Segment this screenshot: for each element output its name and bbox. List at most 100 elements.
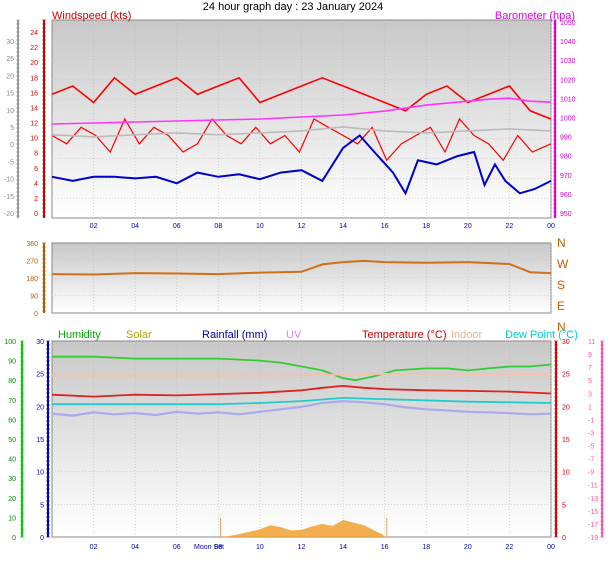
humidity-axis-tick: 100: [4, 339, 16, 346]
temperature-trace-line: [51, 126, 552, 138]
temperature-inner-axis-tick: -7: [588, 457, 594, 464]
temperature-panel-legend: Humidity: [58, 329, 101, 341]
temperature-line: [51, 384, 552, 398]
wind-panel-x-tick: 18: [422, 223, 430, 230]
humidity-axis-tick: 50: [8, 437, 16, 444]
wind-panel-x-tick: 04: [131, 223, 139, 230]
windspeed-axis-tick: 2: [34, 196, 38, 203]
direction-axis-tick: 270: [26, 259, 38, 266]
temperature-inner-axis-tick: -15: [588, 509, 598, 516]
windspeed-axis-tick: 14: [30, 105, 38, 112]
humidity-axis-tick: 70: [8, 398, 16, 405]
barometer-axis-tick: 1050: [560, 20, 576, 27]
temperature-inner-axis-tick: 1: [588, 404, 592, 411]
windspeed-axis-tick: 0: [34, 211, 38, 218]
humidity-axis-tick: 40: [8, 457, 16, 464]
humidity-axis-tick: 60: [8, 417, 16, 424]
dew-point-line: [52, 396, 552, 406]
temperature-outer-axis-tick: 20: [562, 404, 570, 411]
temperature-panel-legend: UV: [286, 329, 302, 341]
rainfall-axis-tick: 0: [40, 535, 44, 542]
temperature-axis-tick: 30: [6, 39, 14, 46]
wind-panel-x-tick: 10: [256, 223, 264, 230]
temperature-outer-axis-tick: 5: [562, 502, 566, 509]
temperature-inner-axis-tick: -17: [588, 522, 598, 529]
temperature-inner-axis-tick: -19: [588, 535, 598, 542]
wind-panel-x-tick: 00: [547, 223, 555, 230]
gust-line: [51, 76, 552, 120]
uv-line: [51, 399, 552, 417]
temperature-inner-axis-tick: 3: [588, 391, 592, 398]
windspeed-axis-tick: 12: [30, 121, 38, 128]
wind-panel-x-tick: 20: [464, 223, 472, 230]
temperature-panel-x-tick: 18: [422, 544, 430, 551]
windspeed-axis-tick: 16: [30, 90, 38, 97]
rainfall-axis-tick: 10: [36, 470, 44, 477]
windspeed-axis-tick: 6: [34, 166, 38, 173]
barometer-axis-tick: 990: [560, 135, 572, 142]
temperature-axis-tick: 20: [6, 73, 14, 80]
temperature-axis-tick: -15: [4, 194, 14, 201]
barometer-axis-tick: 1010: [560, 96, 576, 103]
temperature-inner-axis-tick: 9: [588, 352, 592, 359]
moon-set-annotation: Moon Set: [194, 544, 224, 551]
temperature-inner-axis-tick: -3: [588, 430, 594, 437]
temperature-axis-tick: 15: [6, 91, 14, 98]
windspeed-axis-tick: 8: [34, 151, 38, 158]
rainfall-axis-tick: 30: [36, 339, 44, 346]
humidity-axis-tick: 30: [8, 476, 16, 483]
barometer-axis-tick: 970: [560, 173, 572, 180]
temperature-axis-tick: -20: [4, 211, 14, 218]
wind-panel-x-tick: 02: [90, 223, 98, 230]
temperature-inner-axis-tick: -5: [588, 444, 594, 451]
temperature-panel-x-tick: 22: [506, 544, 514, 551]
wind-panel-x-tick: 14: [339, 223, 347, 230]
average-wind-line: [51, 134, 552, 196]
windspeed-axis-tick: 22: [30, 45, 38, 52]
temperature-outer-axis-tick: 30: [562, 339, 570, 346]
humidity-axis-tick: 10: [8, 515, 16, 522]
compass-label: S: [557, 278, 565, 292]
temperature-axis-tick: -5: [8, 159, 14, 166]
barometer-axis-tick: 1020: [560, 77, 576, 84]
rainfall-axis-tick: 5: [40, 502, 44, 509]
temperature-panel-legend: Dew Point (°C): [505, 329, 578, 341]
compass-label: E: [557, 299, 565, 313]
barometer-line: [51, 97, 552, 125]
compass-label: W: [557, 257, 569, 271]
wind-panel-x-tick: 06: [173, 223, 181, 230]
temperature-panel-legend: Rainfall (mm): [202, 329, 267, 341]
humidity-axis-tick: 80: [8, 378, 16, 385]
direction-axis-tick: 180: [26, 276, 38, 283]
direction-axis-tick: 90: [30, 294, 38, 301]
direction-axis-tick: 360: [26, 241, 38, 248]
temperature-axis-tick: 25: [6, 56, 14, 63]
temperature-panel-x-tick: 12: [298, 544, 306, 551]
temperature-axis-tick: -10: [4, 177, 14, 184]
rainfall-axis-tick: 15: [36, 437, 44, 444]
temperature-outer-axis-tick: 15: [562, 437, 570, 444]
humidity-axis-tick: 0: [12, 535, 16, 542]
temperature-panel-legend: Indoor: [451, 329, 483, 341]
wind-panel-x-tick: 12: [298, 223, 306, 230]
temperature-inner-axis-tick: 7: [588, 365, 592, 372]
barometer-axis-tick: 1040: [560, 39, 576, 46]
barometer-axis-tick: 1030: [560, 58, 576, 65]
temperature-inner-axis-tick: -13: [588, 496, 598, 503]
temperature-panel-x-tick: 10: [256, 544, 264, 551]
temperature-panel-legend: Solar: [126, 329, 152, 341]
humidity-axis-tick: 20: [8, 496, 16, 503]
direction-axis-tick: 0: [34, 311, 38, 318]
barometer-legend: Barometer (hpa): [495, 10, 575, 22]
temperature-panel-x-tick: 00: [547, 544, 555, 551]
rainfall-axis-tick: 20: [36, 404, 44, 411]
windspeed-axis-tick: 10: [30, 136, 38, 143]
temperature-axis-tick: 5: [10, 125, 14, 132]
windspeed-legend: Windspeed (kts): [52, 10, 131, 22]
barometer-axis-tick: 1000: [560, 116, 576, 123]
temperature-axis-tick: 10: [6, 108, 14, 115]
indoor-line: [52, 372, 552, 377]
windspeed-axis-tick: 4: [34, 181, 38, 188]
temperature-outer-axis-tick: 25: [562, 372, 570, 379]
